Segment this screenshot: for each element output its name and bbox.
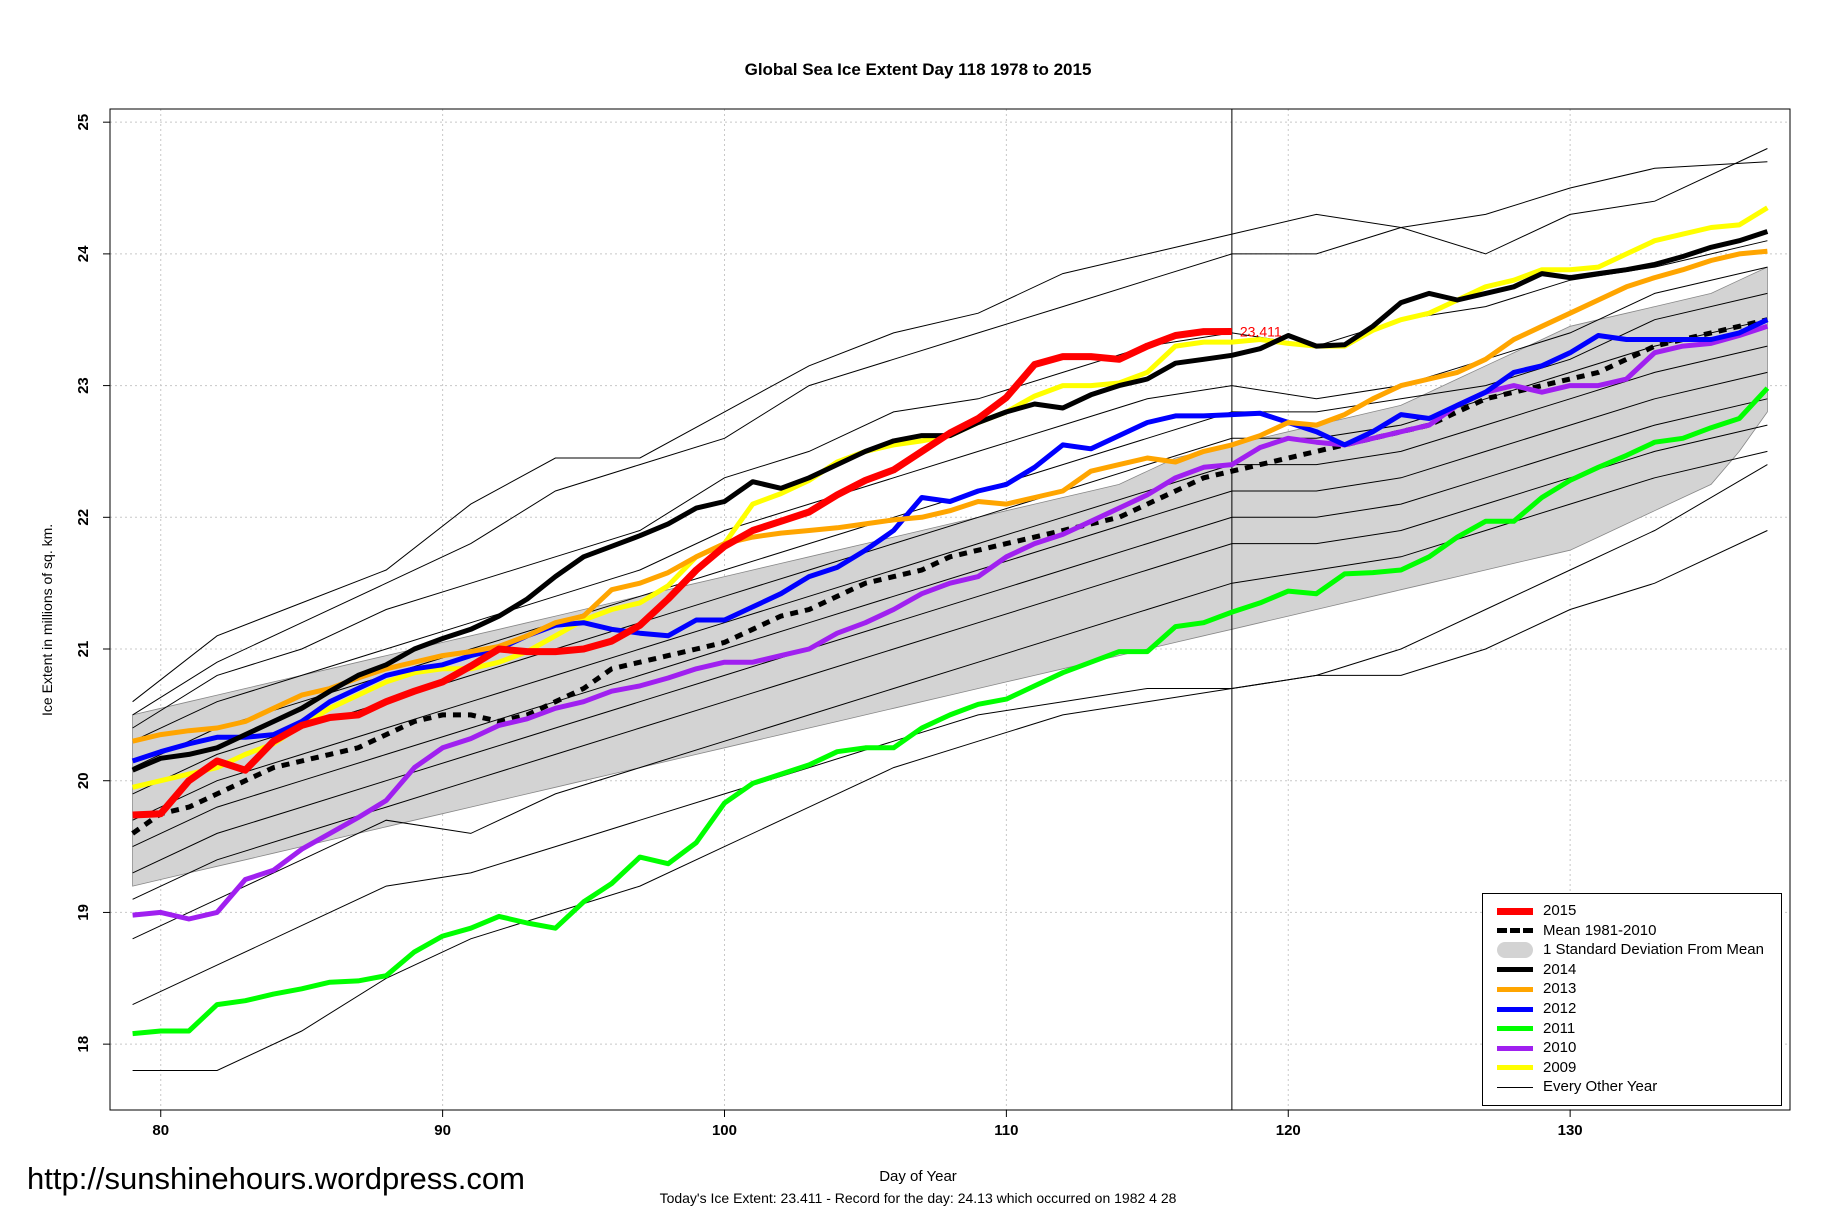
legend-item: 2013 — [1483, 980, 1781, 998]
x-tick-label: 110 — [994, 1122, 1018, 1139]
series-line-2013 — [132, 248, 1768, 744]
legend-item: Mean 1981-2010 — [1483, 922, 1781, 940]
x-tick-label: 80 — [152, 1122, 169, 1139]
other-year-line — [132, 148, 1768, 716]
legend-swatch — [1497, 942, 1533, 959]
y-tick-label: 22 — [75, 509, 92, 526]
y-tick-label: 24 — [75, 245, 92, 262]
legend-swatch — [1497, 1086, 1533, 1088]
series-line-2011 — [132, 386, 1770, 1037]
legend-label: 2010 — [1543, 1039, 1577, 1057]
x-tick-label: 120 — [1276, 1122, 1301, 1139]
legend-item: 2015 — [1483, 902, 1781, 920]
y-tick-label: 19 — [75, 904, 92, 921]
legend-label: 2015 — [1543, 902, 1577, 919]
series-line-2012 — [131, 317, 1769, 764]
legend-swatch — [1497, 1045, 1533, 1051]
legend-label: 2012 — [1543, 1000, 1577, 1017]
other-year-line — [132, 371, 1768, 848]
watermark-url: http://sunshinehours.wordpress.com — [27, 1161, 525, 1196]
x-tick-label: 90 — [434, 1122, 451, 1139]
legend-label: 2014 — [1543, 960, 1577, 978]
x-tick-label: 100 — [712, 1122, 737, 1139]
y-tick-label: 18 — [75, 1036, 92, 1053]
current-extent-label: 23.411 — [1240, 323, 1282, 339]
legend-label: Mean 1981-2010 — [1543, 921, 1657, 939]
series-line-2010 — [132, 323, 1769, 922]
y-tick-label: 25 — [75, 114, 92, 131]
legend-swatch — [1497, 1026, 1533, 1032]
x-tick-label: 130 — [1558, 1122, 1583, 1139]
legend-label: Every Other Year — [1543, 1078, 1658, 1096]
other-year-line — [132, 345, 1768, 821]
other-year-line — [132, 161, 1768, 703]
y-tick-label: 20 — [75, 772, 92, 789]
legend-swatch — [1497, 986, 1533, 992]
other-year-line — [132, 530, 1768, 1071]
legend-item: Every Other Year — [1483, 1078, 1781, 1096]
y-tick-label: 23 — [75, 377, 92, 394]
y-tick-label: 21 — [75, 641, 92, 658]
std-deviation-band — [132, 266, 1768, 887]
legend-label: 2013 — [1543, 980, 1577, 998]
legend-swatch — [1497, 907, 1533, 915]
y-axis-label: Ice Extent in millions of sq. km. — [39, 523, 55, 716]
other-year-line — [132, 424, 1768, 900]
legend-item: 1 Standard Deviation From Mean — [1483, 941, 1781, 959]
legend-swatch — [1497, 1065, 1533, 1071]
plot-frame — [109, 108, 1791, 1111]
other-year-line — [132, 398, 1768, 874]
legend-swatch — [1497, 928, 1533, 934]
legend-label: 2011 — [1543, 1019, 1576, 1037]
series-line-2015 — [132, 328, 1232, 819]
other-year-line — [132, 240, 1768, 729]
legend-item: 2010 — [1483, 1039, 1781, 1057]
legend-item: 2014 — [1483, 961, 1781, 979]
legend-label: 1 Standard Deviation From Mean — [1543, 941, 1764, 959]
chart-title: Global Sea Ice Extent Day 118 1978 to 20… — [744, 60, 1092, 79]
mean-line — [131, 317, 1768, 836]
other-year-line — [132, 450, 1768, 940]
other-year-line — [132, 464, 1768, 1006]
legend-item: 2009 — [1483, 1059, 1781, 1077]
x-axis-label: Day of Year — [879, 1168, 957, 1185]
legend-swatch — [1497, 967, 1533, 973]
chart-legend: 2015 Mean 1981-2010 1 Standard Deviation F… — [1482, 893, 1782, 1106]
legend-swatch — [1497, 1006, 1533, 1012]
legend-item: 2012 — [1483, 1000, 1781, 1018]
footnote: Today's Ice Extent: 23.411 - Record for … — [659, 1190, 1177, 1206]
legend-label: 2009 — [1543, 1058, 1577, 1076]
legend-item: 2011 — [1483, 1020, 1781, 1038]
